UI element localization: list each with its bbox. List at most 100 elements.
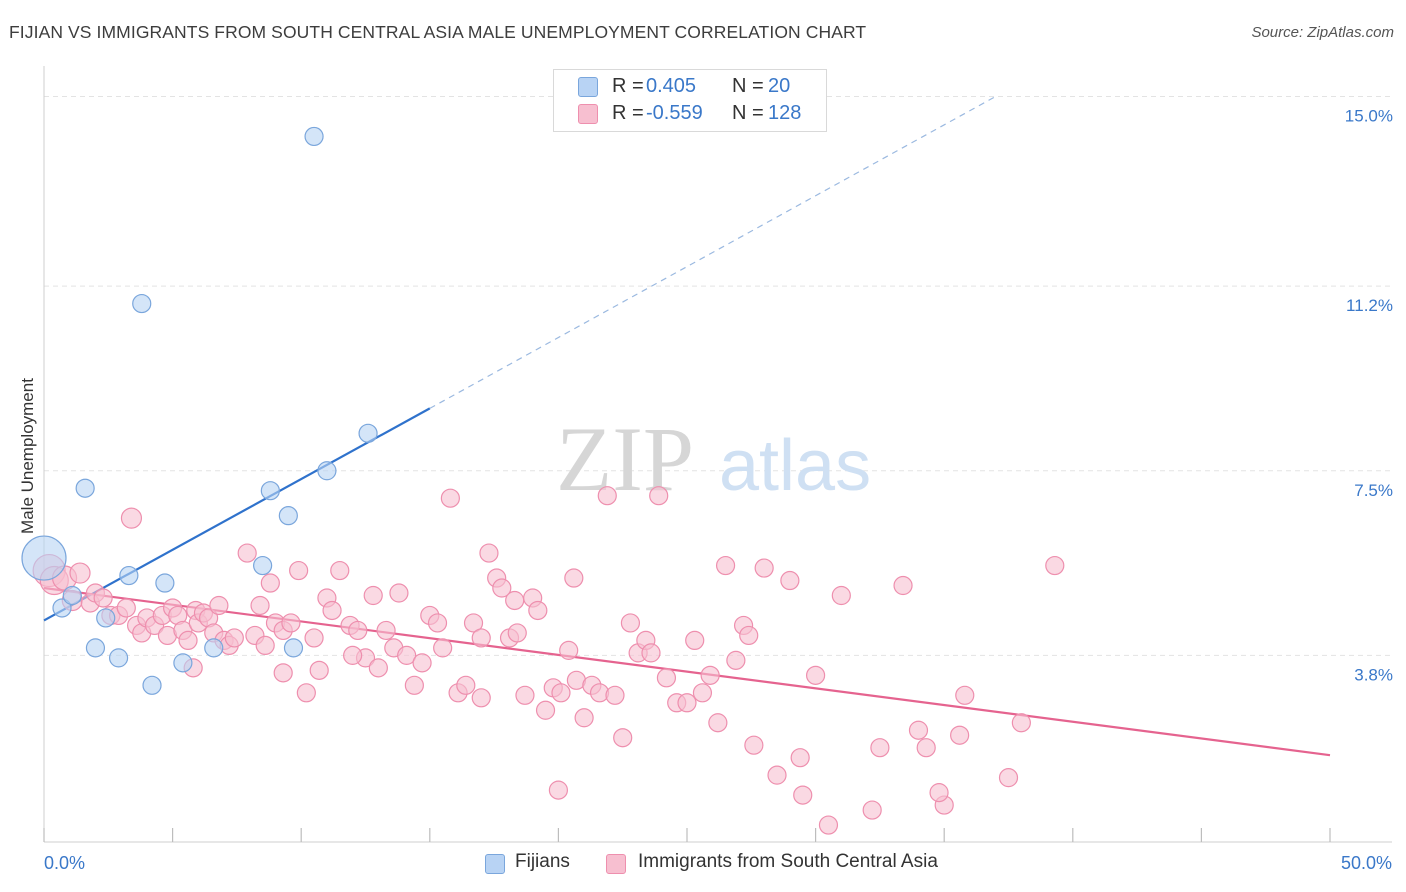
immigrant-point <box>309 660 329 680</box>
legend-r-value: 0.405 <box>646 75 697 97</box>
immigrant-point <box>744 735 764 755</box>
immigrant-point <box>685 630 705 651</box>
immigrant-point <box>250 595 270 616</box>
y-tick-label: 11.2% <box>1346 296 1393 315</box>
immigrant-point <box>260 573 280 593</box>
legend-r-label: R = <box>612 75 644 97</box>
immigrant-point <box>322 600 342 621</box>
fijian-point <box>278 506 298 526</box>
fijian-point <box>155 573 175 593</box>
immigrant-point <box>427 613 448 633</box>
tick-labels: 3.8% 7.5% 11.2% 15.0% 0.0% 50.0% <box>44 107 1393 874</box>
immigrant-point <box>908 720 929 740</box>
immigrant-point <box>805 665 826 685</box>
immigrant-point <box>255 635 275 656</box>
immigrant-point <box>433 638 453 658</box>
legend-r-label: R = <box>612 102 644 124</box>
immigrant-point <box>363 585 383 606</box>
immigrant-point <box>492 578 512 598</box>
immigrant-point <box>818 815 839 835</box>
fijian-point <box>358 423 378 443</box>
y-axis-title: Male Unemployment <box>18 378 37 534</box>
legend-n-value: 20 <box>768 75 791 97</box>
immigrant-point <box>376 620 396 641</box>
immigrant-point <box>479 543 499 563</box>
immigrant-point <box>605 685 625 705</box>
immigrant-point <box>528 600 548 621</box>
immigrant-point <box>178 630 198 651</box>
immigrant-point <box>620 613 641 633</box>
immigrant-point <box>397 645 417 665</box>
immigrant-point <box>505 590 525 611</box>
fijian-point <box>173 653 193 673</box>
immigrant-point <box>551 683 571 703</box>
legend-swatch-blue <box>578 77 598 97</box>
immigrant-point <box>780 570 800 591</box>
bottom-legend-label: Fijians <box>515 851 570 872</box>
y-tick-label: 15.0% <box>1345 107 1393 126</box>
watermark: ZIP atlas <box>556 408 871 510</box>
chart-title: FIJIAN VS IMMIGRANTS FROM SOUTH CENTRAL … <box>9 22 867 42</box>
immigrant-point <box>767 765 787 785</box>
immigrant-point <box>793 785 813 805</box>
legend-row-immigrants: R = -0.559 N = 128 <box>554 101 826 127</box>
fijian-point <box>62 585 82 606</box>
immigrant-point <box>368 658 388 678</box>
fijian-trend-line <box>43 407 431 622</box>
immigrant-point <box>916 738 936 758</box>
legend-swatch-pink <box>578 104 598 124</box>
immigrant-point <box>404 675 424 695</box>
source-label: Source: ZipAtlas.com <box>1251 24 1394 41</box>
legend-n-label: N = <box>732 75 764 97</box>
immigrant-point <box>515 685 535 705</box>
fijian-point <box>119 565 139 586</box>
fijian-point <box>317 461 337 481</box>
immigrant-trend-line <box>43 586 1331 757</box>
immigrant-point <box>1011 713 1031 733</box>
fijian-point <box>96 608 116 628</box>
immigrant-point <box>463 613 484 633</box>
immigrant-point <box>412 653 432 673</box>
watermark-zip: ZIP <box>556 408 694 510</box>
fijian-point <box>85 638 106 658</box>
fijian-point <box>75 478 95 498</box>
grid-lines <box>44 96 1392 656</box>
immigrant-point <box>471 628 491 648</box>
immigrant-point <box>343 645 363 665</box>
immigrant-point <box>692 683 713 703</box>
immigrant-point <box>93 588 113 608</box>
fijian-point <box>52 598 72 618</box>
fijian-trend-extension <box>429 95 996 409</box>
immigrant-point <box>656 668 677 688</box>
immigrant-point <box>273 663 293 683</box>
immigrant-point <box>440 488 460 508</box>
immigrant-point <box>330 560 350 581</box>
immigrant-point <box>700 665 720 685</box>
bottom-legend-swatch-blue <box>485 854 505 874</box>
immigrant-point <box>950 725 970 745</box>
immigrant-point <box>754 558 774 578</box>
immigrant-point <box>456 675 476 695</box>
legend-n-value: 128 <box>768 102 802 124</box>
immigrant-point <box>831 585 851 606</box>
immigrant-point <box>739 625 759 646</box>
immigrant-point <box>893 575 913 596</box>
immigrant-point <box>209 595 229 616</box>
legend-r-value: -0.559 <box>646 102 703 124</box>
immigrant-point <box>389 583 409 603</box>
fijian-point <box>260 481 280 501</box>
immigrant-point <box>677 693 697 713</box>
immigrant-point <box>862 800 882 820</box>
axes <box>43 66 1392 843</box>
immigrant-point <box>998 768 1019 788</box>
bottom-legend-swatch-pink <box>606 854 626 874</box>
immigrant-point <box>613 728 633 748</box>
immigrant-point <box>790 748 810 768</box>
immigrant-point <box>289 560 309 581</box>
y-tick-label: 7.5% <box>1354 481 1393 500</box>
x-tick-label: 50.0% <box>1341 853 1392 873</box>
data-points <box>21 126 1065 835</box>
immigrant-point <box>955 685 975 705</box>
bottom-legend-label: Immigrants from South Central Asia <box>638 851 938 872</box>
